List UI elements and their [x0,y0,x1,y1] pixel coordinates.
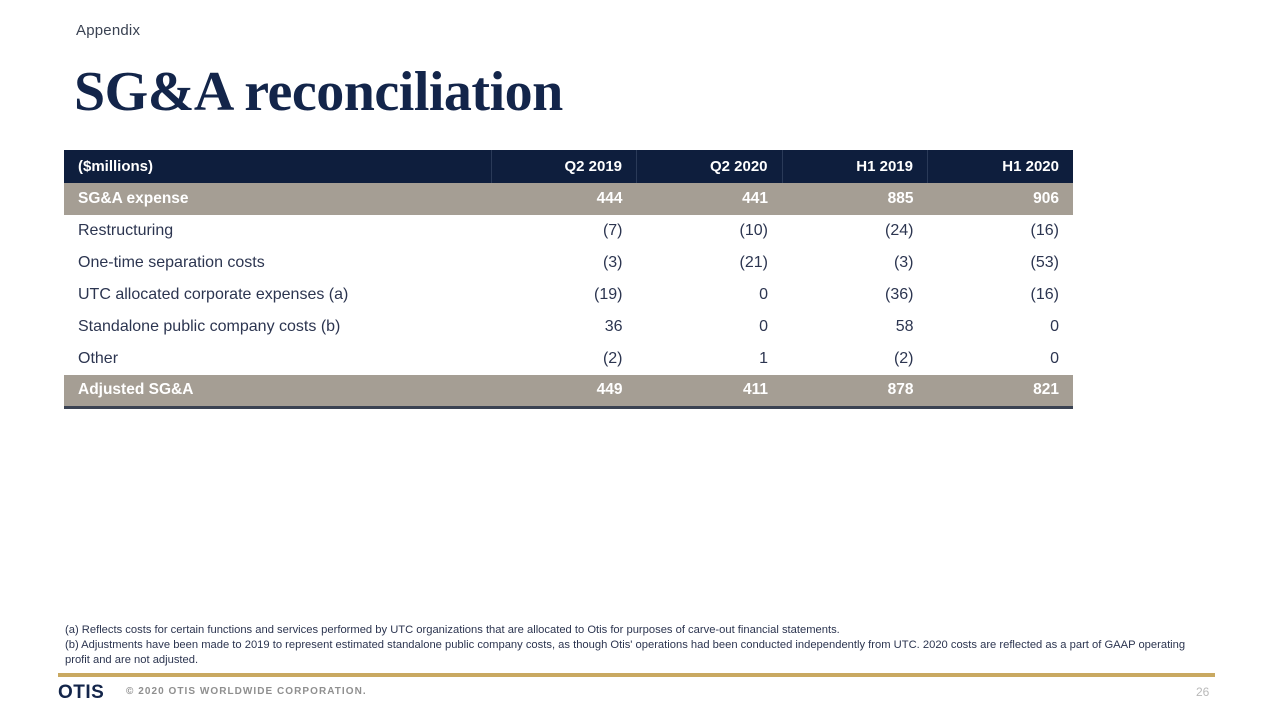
otis-logo: OTIS [58,682,105,703]
table-row: Restructuring (7) (10) (24) (16) [64,215,1073,247]
table-row: Other (2) 1 (2) 0 [64,343,1073,375]
table-row: Standalone public company costs (b) 36 0… [64,311,1073,343]
row-label: One-time separation costs [78,254,265,271]
page-number: 26 [1196,685,1210,699]
row-value: (3) [602,254,623,271]
row-value: 411 [636,375,782,409]
row-value: 1 [759,350,768,367]
row-value: (3) [893,254,914,271]
row-value: 0 [759,286,768,303]
column-header-h1-2020: H1 2020 [1002,158,1059,175]
column-header-h1-2019: H1 2019 [782,150,928,183]
row-value: 444 [596,190,623,207]
row-value: (19) [594,286,623,303]
row-value: (16) [1030,286,1059,303]
row-label: Restructuring [78,222,174,239]
sga-reconciliation-table: ($millions) Q2 2019 Q2 2020 H1 2019 H1 2… [64,150,1073,409]
copyright-text: © 2020 OTIS WORLDWIDE CORPORATION. [126,686,367,697]
table-row: Adjusted SG&A 449 411 878 821 [64,375,1073,409]
table-header-row: ($millions) Q2 2019 Q2 2020 H1 2019 H1 2… [64,150,1073,183]
footer-divider [58,673,1215,677]
table-row: UTC allocated corporate expenses (a) (19… [64,279,1073,311]
row-value: 441 [742,190,768,207]
slide-eyebrow: Appendix [76,22,141,39]
row-label: Standalone public company costs (b) [78,318,341,335]
footnote-b: (b) Adjustments have been made to 2019 t… [65,639,1186,667]
column-header-q2-2019: Q2 2019 [491,150,637,183]
row-value: (21) [739,254,768,271]
column-header-q2-2020: Q2 2020 [636,150,783,183]
row-value: (10) [739,222,768,239]
table-row: One-time separation costs (3) (21) (3) (… [64,247,1073,279]
row-label: Adjusted SG&A [64,375,491,409]
page-title: SG&A reconciliation [74,61,563,123]
footnotes: (a) Reflects costs for certain functions… [65,623,1200,669]
row-value: 58 [895,318,914,335]
row-value: (2) [602,350,623,367]
row-value: 821 [927,375,1073,409]
row-value: 449 [491,375,637,409]
row-value: 0 [759,318,768,335]
row-value: (16) [1030,222,1059,239]
row-value: 885 [887,190,914,207]
row-label: SG&A expense [78,190,189,207]
column-header-label: ($millions) [64,150,492,183]
row-value: 0 [1050,350,1059,367]
row-label: Other [78,350,119,367]
row-value: 906 [1033,190,1059,207]
row-value: (7) [602,222,623,239]
footnote-a: (a) Reflects costs for certain functions… [65,624,840,636]
row-label: UTC allocated corporate expenses (a) [78,286,349,303]
row-value: 36 [604,318,623,335]
row-value: (36) [885,286,914,303]
row-value: (2) [893,350,914,367]
row-value: 0 [1050,318,1059,335]
row-value: (53) [1030,254,1059,271]
row-value: (24) [885,222,914,239]
table-row: SG&A expense 444 441 885 906 [64,183,1073,215]
row-value: 878 [782,375,928,409]
